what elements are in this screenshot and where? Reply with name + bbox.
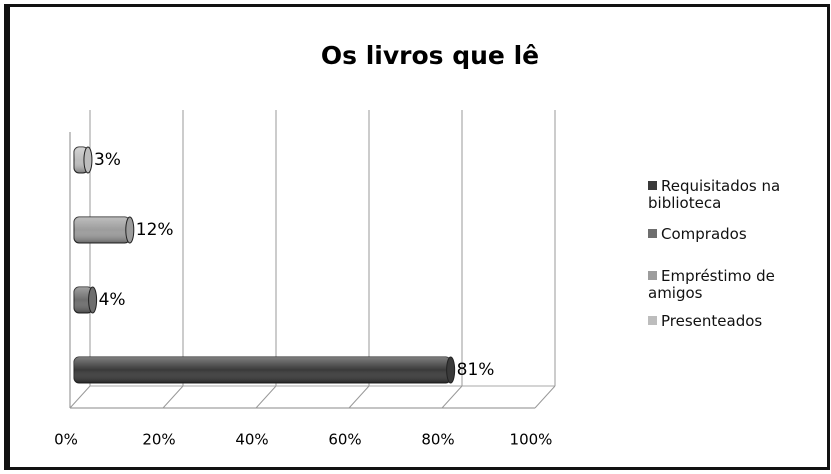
legend-entry: Comprados [648, 226, 798, 243]
bar-cap [446, 356, 456, 384]
legend-entry: Empréstimo de amigos [648, 268, 798, 302]
bar-shade [74, 217, 130, 243]
grid-line [162, 385, 184, 409]
chart-title: Os livros que lê [321, 41, 539, 70]
legend-label: Requisitados na biblioteca [648, 177, 781, 212]
legend-label: Comprados [661, 225, 747, 243]
grid-line [348, 385, 370, 409]
x-tick-label: 100% [510, 431, 553, 449]
legend-swatch [648, 316, 657, 325]
grid-line [441, 385, 463, 409]
legend-entry: Presenteados [648, 313, 798, 330]
x-tick-label: 40% [235, 431, 268, 449]
grid-line [69, 385, 91, 409]
bar-shade [74, 357, 451, 383]
bar-cap [88, 286, 98, 314]
x-tick-label: 20% [142, 431, 175, 449]
grid-line [534, 385, 556, 409]
data-label: 4% [99, 290, 126, 310]
legend-swatch [648, 271, 657, 280]
data-label: 3% [94, 150, 121, 170]
bar-cap [125, 216, 135, 244]
bar-cap [83, 146, 93, 174]
x-tick-label: 60% [328, 431, 361, 449]
legend-swatch [648, 181, 657, 190]
legend-label: Empréstimo de amigos [648, 267, 775, 302]
legend-swatch [648, 229, 657, 238]
data-label: 81% [457, 360, 495, 380]
bar-shade [74, 287, 93, 313]
legend-label: Presenteados [661, 312, 763, 330]
x-tick-label: 80% [421, 431, 454, 449]
x-tick-label: 0% [54, 431, 78, 449]
legend-entry: Requisitados na biblioteca [648, 178, 798, 212]
grid-line [255, 385, 277, 409]
data-label: 12% [136, 220, 174, 240]
chart-frame [4, 4, 830, 470]
